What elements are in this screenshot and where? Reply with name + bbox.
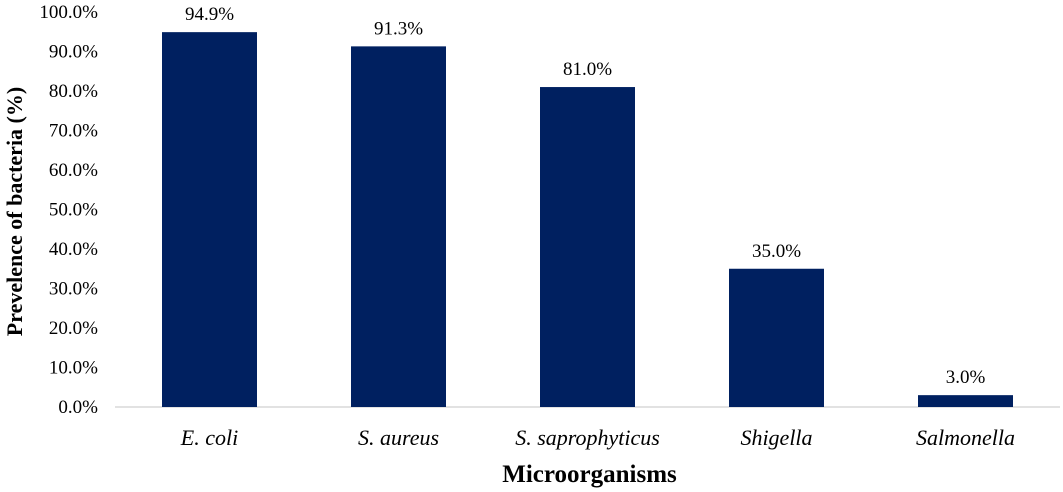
bar [351, 46, 446, 408]
y-tick-label: 60.0% [49, 160, 98, 181]
data-label: 81.0% [563, 59, 612, 80]
y-tick-label: 100.0% [39, 2, 98, 23]
y-axis-ticks: 0.0% 10.0% 20.0% 30.0% 40.0% 50.0% 60.0% 70.0% 8… [39, 2, 98, 418]
category-label: S. saprophyticus [515, 425, 660, 450]
y-tick-label: 30.0% [49, 279, 98, 300]
y-axis-title: Prevelence of bacteria (%) [2, 87, 27, 336]
data-label: 91.3% [374, 18, 423, 39]
data-label: 94.9% [185, 4, 234, 25]
bar [729, 268, 824, 407]
x-axis-title: Microorganisms [502, 461, 677, 488]
category-label: E. coli [180, 425, 238, 450]
data-label: 3.0% [946, 367, 986, 388]
data-labels: 94.9% 91.3% 81.0% 35.0% 3.0% [185, 4, 986, 388]
bar [918, 395, 1013, 407]
category-label: Shigella [740, 425, 812, 450]
y-tick-label: 10.0% [49, 358, 98, 379]
category-label: S. aureus [358, 425, 439, 450]
y-tick-label: 50.0% [49, 200, 98, 221]
y-tick-label: 40.0% [49, 239, 98, 260]
bar [162, 32, 257, 408]
data-label: 35.0% [752, 241, 801, 262]
category-labels: E. coli S. aureus S. saprophyticus Shigella… [180, 425, 1015, 450]
category-label: Salmonella [916, 425, 1015, 450]
y-tick-label: 90.0% [49, 42, 98, 63]
y-tick-label: 70.0% [49, 121, 98, 142]
y-tick-label: 0.0% [58, 397, 98, 418]
y-tick-label: 20.0% [49, 318, 98, 339]
y-tick-label: 80.0% [49, 81, 98, 102]
bar [540, 87, 635, 408]
bars [162, 32, 1013, 408]
